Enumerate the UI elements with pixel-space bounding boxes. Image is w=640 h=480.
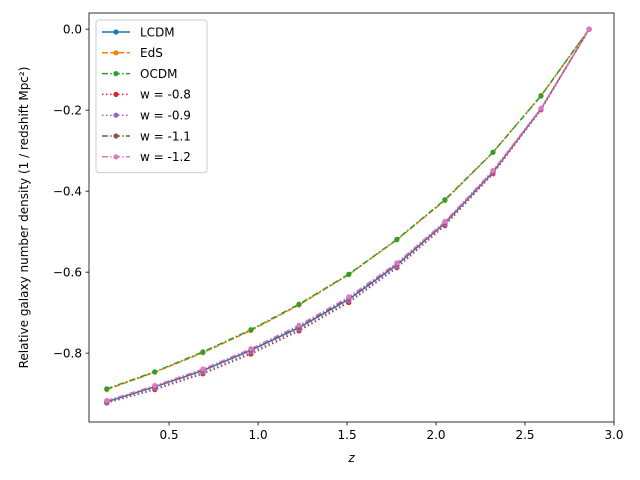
- y-axis-label: Relative galaxy number density (1 / reds…: [17, 67, 31, 369]
- legend-label: LCDM: [140, 25, 175, 39]
- legend-label: w = -0.9: [140, 109, 191, 123]
- data-point: [104, 386, 110, 392]
- data-point: [442, 218, 448, 225]
- legend-label: OCDM: [140, 67, 177, 81]
- axes-frame: [88, 12, 615, 423]
- data-point: [152, 383, 158, 389]
- x-tick-label: 2.5: [515, 428, 534, 442]
- data-point: [586, 26, 592, 32]
- legend-marker: [113, 154, 119, 160]
- legend-marker: [113, 133, 119, 139]
- legend-label: w = -1.1: [140, 129, 191, 143]
- legend-box: [95, 19, 208, 174]
- data-point: [104, 397, 110, 404]
- x-axis-label: z: [347, 451, 355, 465]
- legend-entry: LCDM: [102, 25, 175, 39]
- legend-entry: EdS: [102, 46, 163, 60]
- data-point: [442, 197, 448, 203]
- legend-entry: w = -1.1: [102, 129, 191, 143]
- legend: LCDM EdS OCDM w = -0.8 w = -0.9 w = -1.1 w = -…: [95, 19, 208, 174]
- legend-label: w = -0.8: [140, 88, 191, 102]
- legend-label: w = -1.2: [140, 150, 191, 164]
- legend-entry: w = -1.2: [102, 150, 191, 164]
- data-point: [394, 236, 400, 242]
- y-tick-label: −0.2: [53, 103, 82, 117]
- y-tick-label: −0.4: [53, 184, 82, 198]
- data-point: [490, 149, 496, 155]
- axes-layer: 0.5 1.0 1.5 2.0 2.5 3.0 0.0 −0.2 −0.4 −0.6 −0.8: [53, 12, 624, 442]
- x-tick-label: 1.0: [249, 428, 268, 442]
- data-point: [248, 346, 254, 352]
- y-tick-label: −0.6: [53, 265, 82, 279]
- legend-marker: [113, 50, 119, 56]
- data-point: [394, 260, 400, 266]
- legend-label: EdS: [140, 46, 163, 60]
- legend-marker: [113, 71, 119, 77]
- data-point: [490, 167, 496, 174]
- legend-entry: w = -0.8: [102, 88, 191, 102]
- data-point: [248, 327, 254, 333]
- y-tick-label: 0.0: [63, 22, 82, 36]
- data-point: [296, 301, 302, 307]
- data-point: [346, 294, 352, 300]
- data-point: [200, 349, 206, 355]
- y-tick-label: −0.8: [53, 346, 82, 360]
- legend-marker: [113, 112, 119, 118]
- legend-entry: OCDM: [102, 67, 177, 81]
- series-layer: [104, 26, 592, 406]
- legend-marker: [113, 91, 119, 97]
- data-point: [538, 105, 544, 111]
- x-tick-label: 1.5: [338, 428, 357, 442]
- series-7: [104, 26, 592, 404]
- series-line: [106, 28, 590, 390]
- x-tick-label: 2.0: [426, 428, 445, 442]
- data-point: [346, 271, 352, 277]
- legend-entry: w = -0.9: [102, 109, 191, 123]
- legend-marker: [113, 29, 119, 35]
- x-tick-label: 0.5: [160, 428, 179, 442]
- x-tick-label: 3.0: [604, 428, 623, 442]
- data-point: [538, 93, 544, 99]
- data-point: [200, 366, 206, 372]
- data-point: [152, 369, 158, 375]
- data-point: [296, 322, 302, 328]
